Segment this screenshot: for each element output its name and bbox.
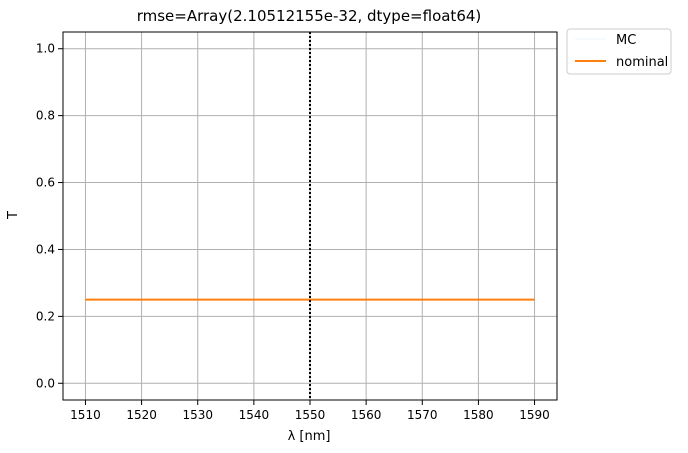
legend-label-nominal: nominal: [616, 55, 668, 70]
x-tick-label: 1540: [239, 408, 270, 422]
x-tick-label: 1580: [463, 408, 494, 422]
chart-title: rmse=Array(2.10512155e-32, dtype=float64…: [137, 7, 482, 25]
y-tick-label: 0.0: [36, 376, 55, 390]
y-tick-label: 0.8: [36, 109, 55, 123]
x-axis-label: λ [nm]: [288, 429, 331, 444]
y-tick-label: 0.2: [36, 309, 55, 323]
x-tick-label: 1560: [351, 408, 382, 422]
y-tick-label: 0.6: [36, 176, 55, 190]
legend-label-mc: MC: [616, 33, 636, 48]
x-tick-label: 1550: [295, 408, 326, 422]
y-axis-ticks: 0.0 0.2 0.4 0.6 0.8 1.0: [36, 42, 63, 390]
x-tick-label: 1530: [182, 408, 213, 422]
x-tick-label: 1520: [126, 408, 157, 422]
x-axis-ticks: 1510 1520 1530 1540 1550 1560 1570 1580 1590: [70, 400, 550, 422]
y-axis-label: T: [6, 211, 21, 220]
x-tick-label: 1510: [70, 408, 101, 422]
y-tick-label: 1.0: [36, 42, 55, 56]
x-tick-label: 1570: [407, 408, 438, 422]
x-tick-label: 1590: [519, 408, 550, 422]
legend-frame: [566, 28, 672, 75]
legend: MC nominal: [566, 28, 672, 75]
y-tick-label: 0.4: [36, 242, 55, 256]
